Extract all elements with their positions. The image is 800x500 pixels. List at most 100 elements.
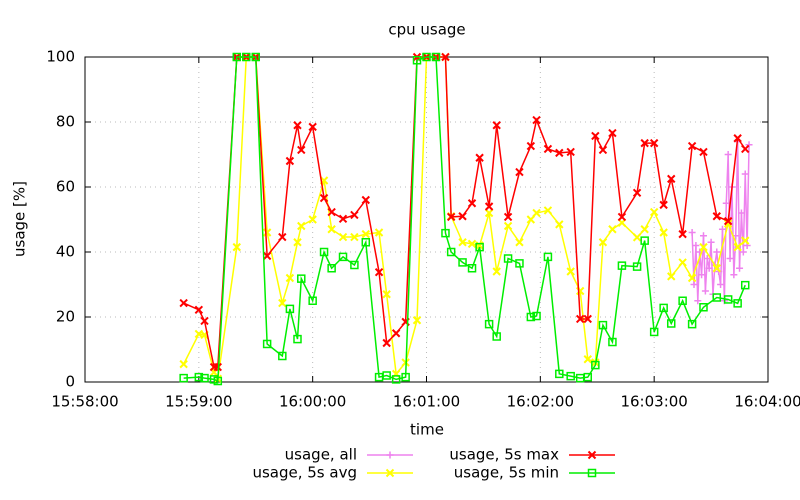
marker [745, 141, 753, 149]
marker [194, 305, 204, 315]
marker [698, 271, 706, 279]
marker [555, 220, 564, 229]
marker [350, 210, 359, 220]
marker [467, 199, 477, 208]
marker [308, 122, 317, 132]
marker [649, 138, 659, 148]
marker [278, 232, 287, 242]
marker [458, 212, 467, 221]
marker [515, 167, 524, 177]
marker [297, 145, 306, 155]
marker [350, 232, 359, 242]
legend-item: usage, all [285, 446, 413, 464]
marker [667, 272, 676, 281]
chart-title: cpu usage [388, 21, 465, 39]
y-tick-label: 40 [56, 243, 75, 261]
marker [666, 319, 676, 328]
marker [492, 332, 501, 341]
marker [583, 314, 592, 324]
legend-marker [385, 468, 395, 478]
marker [293, 238, 302, 247]
marker [699, 147, 708, 157]
marker [678, 258, 687, 267]
marker [262, 339, 272, 349]
marker [475, 242, 484, 252]
marker [678, 229, 687, 239]
marker [251, 52, 260, 62]
marker [736, 264, 744, 272]
marker [555, 148, 564, 158]
marker [401, 372, 410, 382]
marker [532, 208, 541, 218]
legend-item: usage, 5s avg [252, 464, 413, 482]
x-axis-label: time [410, 421, 444, 439]
marker [382, 290, 391, 299]
marker [649, 207, 659, 217]
marker [566, 371, 575, 381]
marker [422, 52, 431, 62]
marker [741, 236, 750, 245]
marker [213, 362, 223, 372]
marker [699, 232, 707, 240]
marker [200, 316, 209, 326]
marker [338, 252, 348, 262]
marker [733, 299, 742, 308]
marker [659, 200, 668, 210]
marker [687, 319, 697, 329]
marker [200, 373, 209, 383]
marker [543, 144, 553, 154]
marker [297, 221, 306, 231]
marker [327, 225, 336, 234]
x-tick-label: 16:02:00 [507, 393, 574, 411]
marker [598, 320, 608, 330]
marker [441, 52, 450, 62]
marker [532, 311, 541, 321]
marker [232, 52, 242, 62]
marker [503, 212, 513, 222]
marker [741, 170, 749, 178]
marker [649, 327, 659, 337]
marker [515, 259, 524, 268]
marker [632, 262, 642, 271]
marker [194, 372, 204, 382]
marker [699, 303, 708, 312]
x-tick-label: 16:04:00 [734, 393, 800, 411]
y-tick-label: 20 [56, 308, 75, 326]
marker [515, 238, 524, 247]
marker [467, 264, 477, 273]
marker [722, 199, 730, 207]
marker [659, 303, 668, 313]
marker [591, 131, 600, 141]
marker [659, 228, 668, 237]
marker [733, 134, 742, 143]
marker [285, 156, 295, 166]
marker [319, 247, 329, 257]
marker [640, 138, 649, 148]
marker [718, 225, 726, 233]
marker [308, 215, 317, 224]
marker [690, 281, 698, 288]
x-tick-label: 15:58:00 [51, 393, 118, 411]
marker [492, 267, 501, 276]
marker [441, 228, 450, 238]
legend-label: usage, 5s max [449, 446, 559, 464]
marker [350, 260, 359, 270]
marker [575, 314, 585, 324]
marker [730, 271, 738, 279]
marker [391, 329, 401, 338]
marker [262, 251, 272, 261]
marker [338, 232, 348, 242]
y-tick-label: 80 [56, 113, 75, 131]
marker [543, 252, 553, 262]
x-tick-label: 16:03:00 [620, 393, 687, 411]
marker [293, 334, 302, 344]
marker [723, 216, 733, 226]
marker [213, 376, 223, 386]
marker [583, 372, 593, 382]
marker [242, 52, 251, 62]
marker [712, 293, 722, 302]
marker [179, 373, 188, 383]
marker [692, 242, 700, 249]
marker [733, 242, 742, 252]
marker [705, 264, 713, 272]
